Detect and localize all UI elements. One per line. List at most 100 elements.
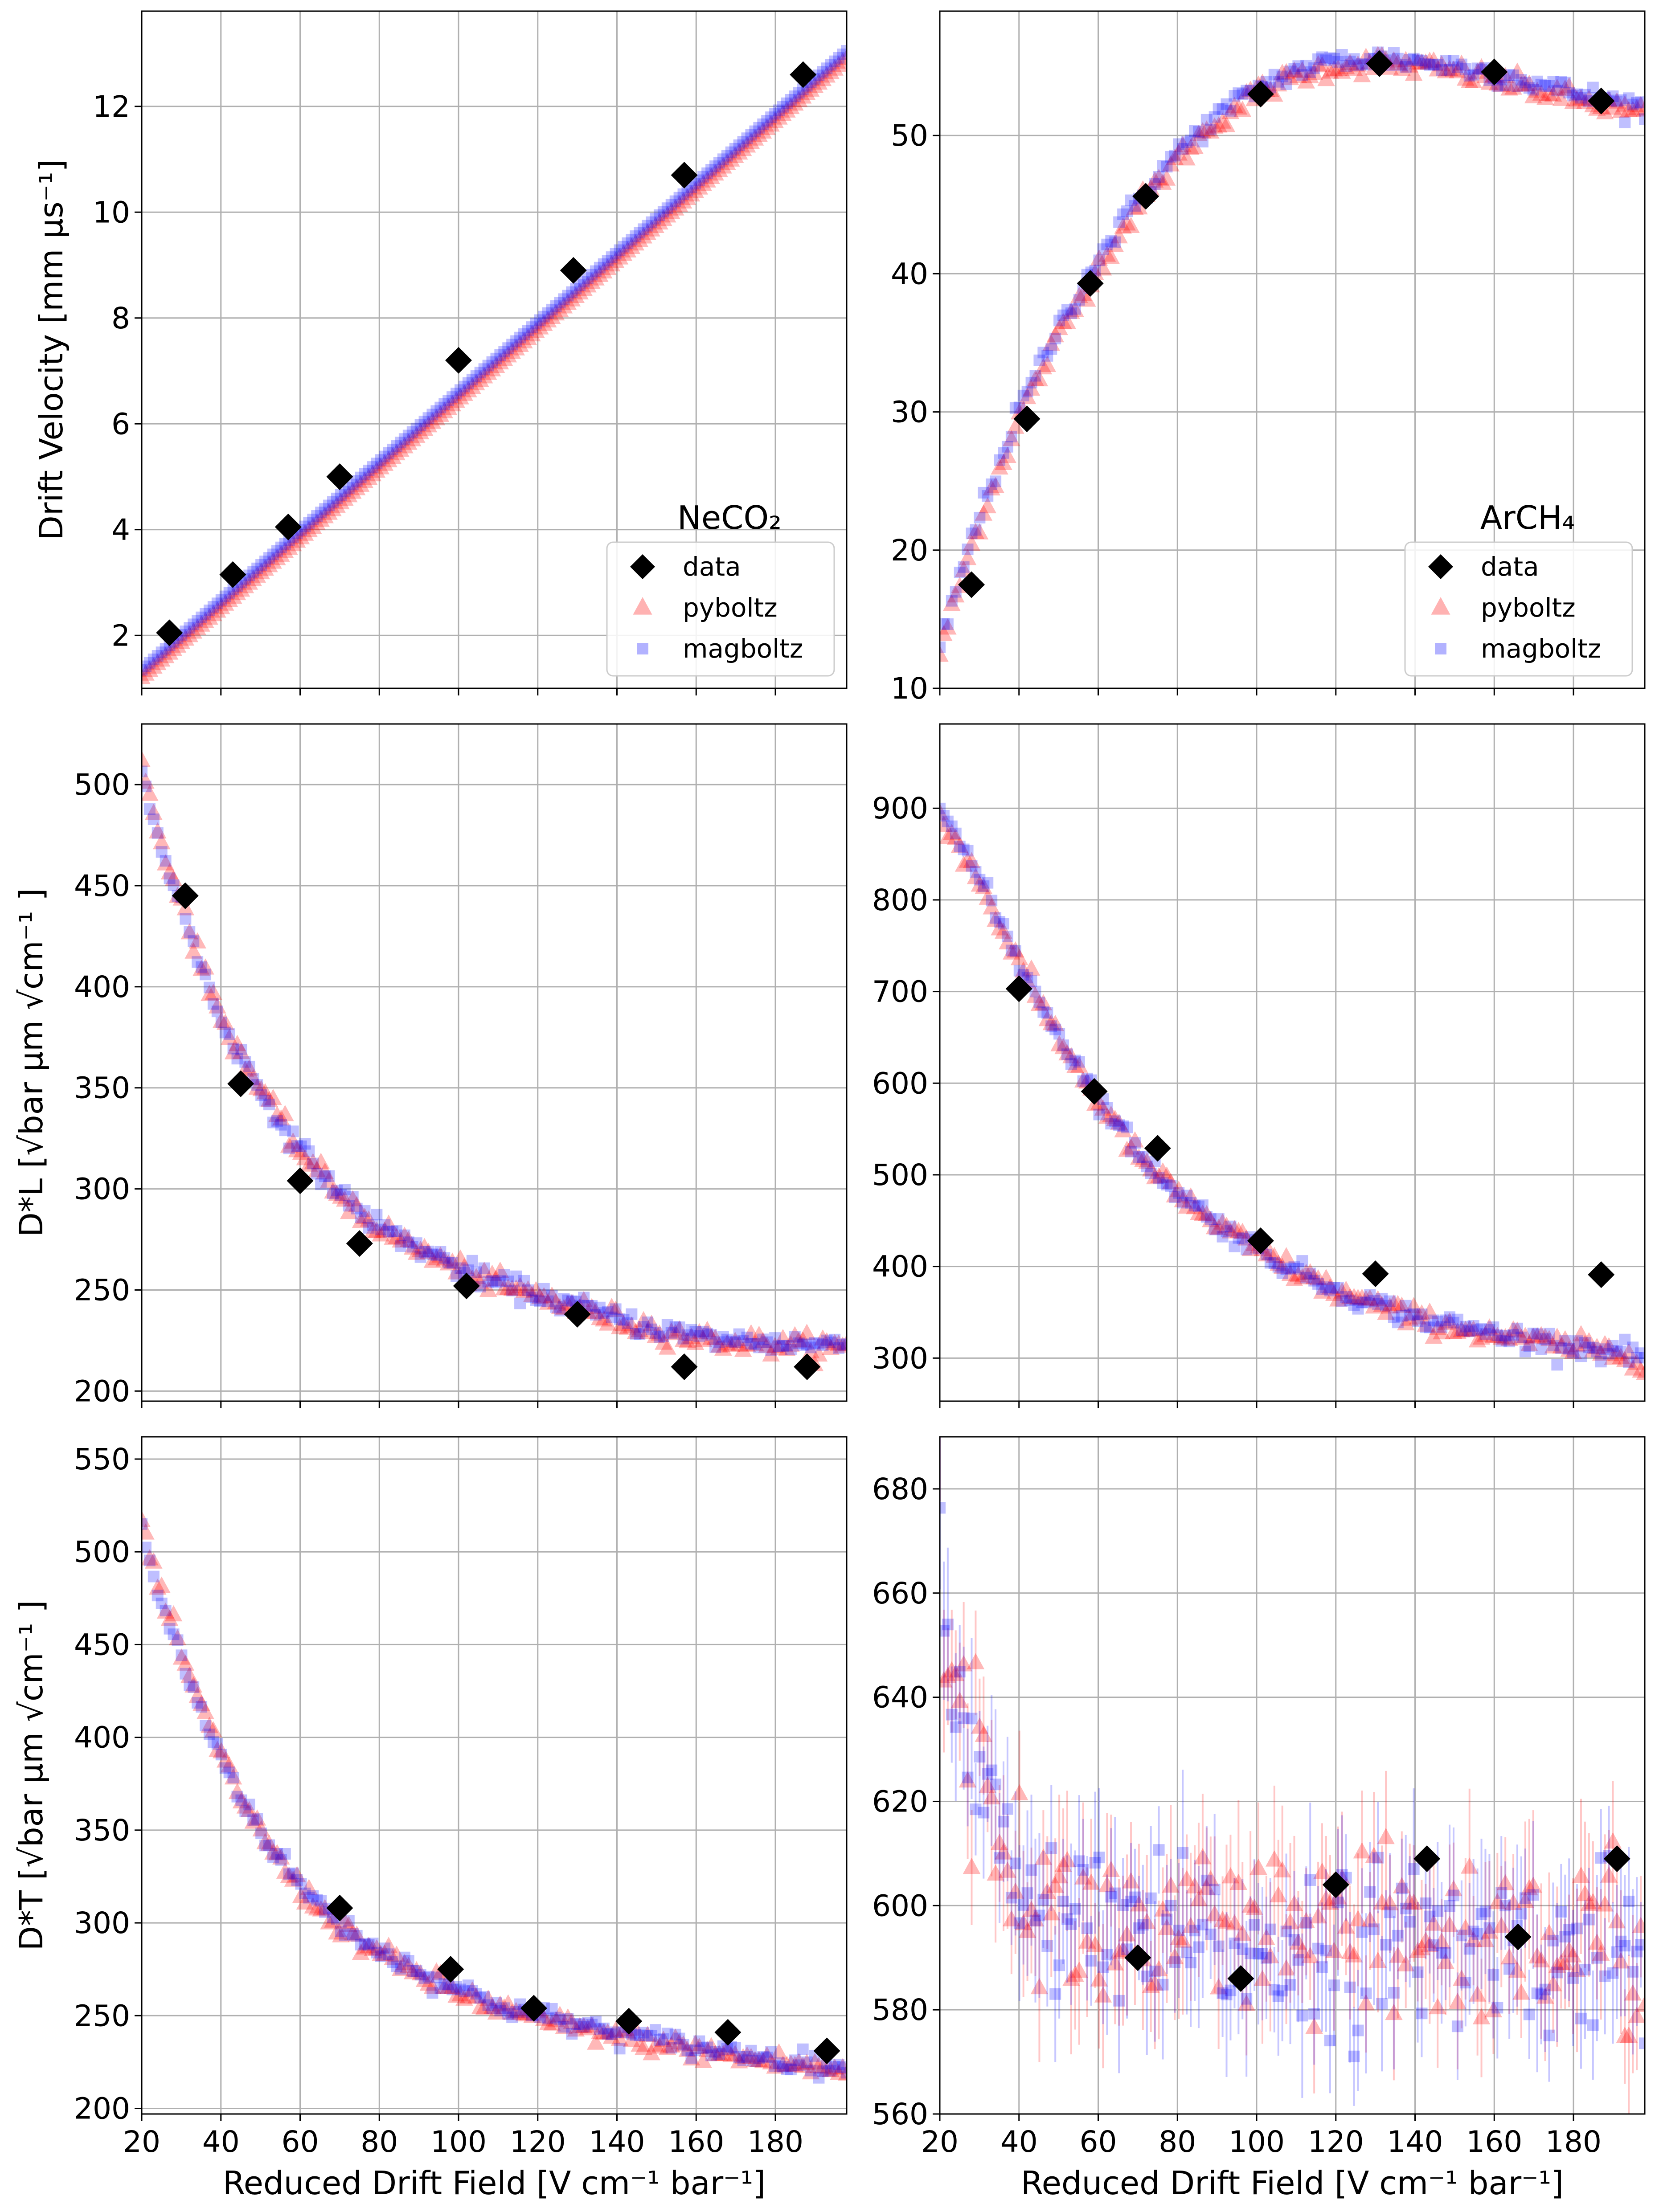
pyboltz-point (403, 1238, 422, 1255)
pyboltz-point (372, 1225, 390, 1242)
pyboltz-point (1022, 959, 1041, 976)
magboltz-point (1097, 243, 1109, 255)
pyboltz-point (384, 1949, 401, 1966)
pyboltz-point (698, 2040, 716, 2057)
pyboltz-point (252, 563, 270, 580)
magboltz-point (1304, 1874, 1316, 1886)
pyboltz-point (539, 311, 557, 327)
x-tick-label: 100 (430, 2125, 487, 2159)
data-point (671, 1353, 698, 1380)
magboltz-point (1001, 441, 1013, 453)
pyboltz-point (360, 468, 378, 485)
magboltz-point (172, 1634, 184, 1646)
magboltz-point (542, 1295, 554, 1307)
pyboltz-point (1548, 1957, 1566, 1973)
pyboltz-point (479, 364, 497, 380)
magboltz-point (1045, 343, 1057, 355)
pyboltz-point (714, 1339, 732, 1356)
magboltz-point (1404, 1916, 1416, 1928)
legend-box (1404, 541, 1633, 677)
magboltz-point (1444, 64, 1456, 76)
pyboltz-point (205, 1721, 222, 1738)
pyboltz-point (1492, 1917, 1511, 1933)
pyboltz-point (459, 1987, 477, 2004)
magboltz-point (494, 2005, 506, 2017)
pyboltz-point (940, 828, 957, 844)
y-axis-label: D*T [√bar μm √cm⁻¹ ] (12, 1600, 50, 1951)
magboltz-point (829, 1333, 841, 1345)
magboltz-point (737, 136, 749, 148)
pyboltz-point (236, 1797, 254, 1814)
magboltz-point (1089, 1857, 1101, 1869)
magboltz-point (1587, 82, 1599, 94)
pyboltz-point (284, 535, 302, 552)
pyboltz-point (523, 1285, 541, 1302)
pyboltz-point (184, 622, 202, 639)
pyboltz-point (209, 601, 226, 618)
pyboltz-point (1265, 1850, 1283, 1867)
pyboltz-point (1608, 1345, 1626, 1362)
y-tick-label: 500 (74, 1535, 130, 1569)
pyboltz-point (591, 266, 609, 282)
magboltz-point (398, 1229, 410, 1241)
magboltz-point (1380, 1300, 1392, 1312)
magboltz-point (1304, 1268, 1316, 1280)
magboltz-point (267, 548, 279, 560)
magboltz-point (1288, 1261, 1300, 1273)
magboltz-point (1340, 1291, 1352, 1303)
magboltz-point (1125, 1145, 1137, 1157)
pyboltz-point (778, 101, 796, 118)
magboltz-point (649, 1327, 661, 1339)
pyboltz-point (1524, 87, 1542, 103)
y-tick-label: 250 (74, 1273, 130, 1307)
magboltz-point (1535, 78, 1547, 90)
pyboltz-point (838, 2064, 847, 2081)
magboltz-point (1408, 53, 1420, 65)
pyboltz-point (1532, 84, 1550, 101)
magboltz-point (673, 2032, 685, 2044)
pyboltz-point (678, 188, 696, 205)
pyboltz-point (403, 430, 422, 446)
magboltz-point (502, 342, 514, 354)
magboltz-point (526, 321, 538, 333)
pyboltz-point (1305, 1268, 1323, 1284)
pyboltz-point (1476, 1325, 1495, 1342)
pyboltz-point (602, 1298, 621, 1314)
pyboltz-point (758, 1336, 776, 1353)
pyboltz-point (678, 2040, 696, 2057)
pyboltz-point (419, 1243, 438, 1259)
pyboltz-point (750, 126, 768, 142)
magboltz-point (1459, 1321, 1471, 1333)
magboltz-point (1204, 123, 1217, 135)
pyboltz-point (352, 1943, 370, 1960)
magboltz-point (538, 311, 550, 323)
magboltz-point (1017, 1899, 1029, 1911)
pyboltz-point (666, 2028, 684, 2045)
magboltz-point (1268, 1257, 1280, 1269)
magboltz-point (1061, 304, 1073, 316)
y-tick-label: 10 (93, 195, 130, 229)
magboltz-point (1157, 160, 1169, 172)
pyboltz-point (364, 1222, 382, 1239)
pyboltz-point (954, 560, 973, 577)
magboltz-point (359, 1938, 371, 1950)
pyboltz-point (987, 477, 1004, 493)
magboltz-point (422, 412, 434, 424)
magboltz-point (677, 1333, 689, 1345)
pyboltz-point (487, 1270, 505, 1286)
pyboltz-point (142, 1511, 151, 1527)
pyboltz-point (786, 2056, 804, 2072)
magboltz-point (693, 1330, 705, 1342)
magboltz-point (1308, 62, 1320, 74)
pyboltz-point (1572, 1325, 1590, 1341)
pyboltz-point (197, 1703, 214, 1719)
pyboltz-point (1321, 62, 1339, 79)
magboltz-point (259, 1095, 271, 1107)
magboltz-point (1296, 2010, 1308, 2022)
pyboltz-point (822, 63, 840, 79)
pyboltz-point (164, 1605, 183, 1622)
pyboltz-point (479, 1989, 497, 2006)
pyboltz-point (443, 1978, 461, 1994)
magboltz-point (562, 1294, 574, 1306)
